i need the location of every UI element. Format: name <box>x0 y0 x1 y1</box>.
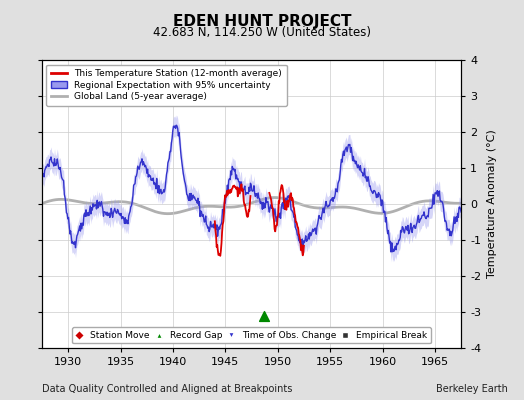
Point <box>260 312 268 319</box>
Y-axis label: Temperature Anomaly (°C): Temperature Anomaly (°C) <box>487 130 497 278</box>
Text: Berkeley Earth: Berkeley Earth <box>436 384 508 394</box>
Text: 42.683 N, 114.250 W (United States): 42.683 N, 114.250 W (United States) <box>153 26 371 39</box>
Text: EDEN HUNT PROJECT: EDEN HUNT PROJECT <box>173 14 351 29</box>
Legend: Station Move, Record Gap, Time of Obs. Change, Empirical Break: Station Move, Record Gap, Time of Obs. C… <box>72 327 431 344</box>
Text: Data Quality Controlled and Aligned at Breakpoints: Data Quality Controlled and Aligned at B… <box>42 384 292 394</box>
